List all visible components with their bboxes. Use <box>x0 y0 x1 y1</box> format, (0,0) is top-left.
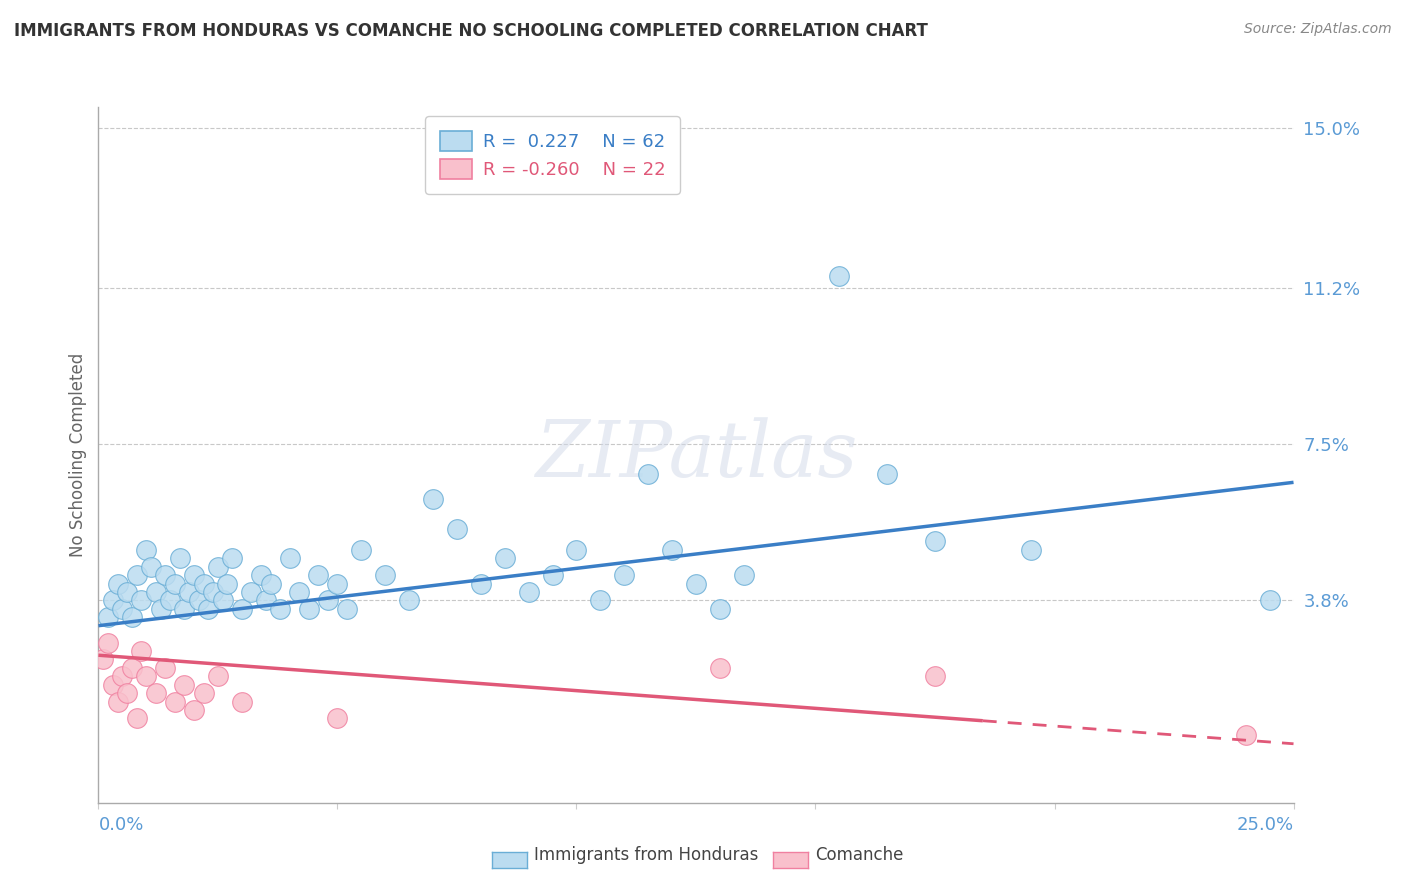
Point <box>211 593 233 607</box>
Point <box>924 534 946 549</box>
Point <box>145 686 167 700</box>
Point <box>374 568 396 582</box>
Point <box>924 669 946 683</box>
Point <box>135 669 157 683</box>
Point <box>240 585 263 599</box>
Point <box>316 593 339 607</box>
Point <box>541 568 564 582</box>
Point <box>288 585 311 599</box>
Point <box>250 568 273 582</box>
Point <box>207 669 229 683</box>
Point <box>661 542 683 557</box>
Legend: R =  0.227    N = 62, R = -0.260    N = 22: R = 0.227 N = 62, R = -0.260 N = 22 <box>425 116 681 194</box>
Point <box>131 593 153 607</box>
Point <box>115 585 138 599</box>
Text: ZIPatlas: ZIPatlas <box>534 417 858 493</box>
Point <box>197 602 219 616</box>
Point <box>1234 728 1257 742</box>
Point <box>155 568 177 582</box>
Point <box>101 593 124 607</box>
Point <box>107 695 129 709</box>
Point <box>107 576 129 591</box>
Point <box>159 593 181 607</box>
Point <box>139 559 162 574</box>
Point <box>183 568 205 582</box>
Point <box>125 711 148 725</box>
Point <box>101 678 124 692</box>
Point <box>565 542 588 557</box>
Point <box>298 602 321 616</box>
Point <box>613 568 636 582</box>
Text: Source: ZipAtlas.com: Source: ZipAtlas.com <box>1244 22 1392 37</box>
Y-axis label: No Schooling Completed: No Schooling Completed <box>69 353 87 557</box>
Point <box>115 686 138 700</box>
Point <box>1258 593 1281 607</box>
Point <box>111 602 134 616</box>
Point <box>470 576 492 591</box>
Point <box>131 644 153 658</box>
Point <box>259 576 281 591</box>
Point <box>685 576 707 591</box>
Text: 25.0%: 25.0% <box>1236 816 1294 834</box>
Point <box>207 559 229 574</box>
Point <box>494 551 516 566</box>
Point <box>231 695 253 709</box>
Point <box>202 585 225 599</box>
Point <box>125 568 148 582</box>
Point <box>517 585 540 599</box>
Point <box>163 576 186 591</box>
Point <box>91 652 114 666</box>
Point <box>145 585 167 599</box>
Point <box>709 602 731 616</box>
Point <box>217 576 239 591</box>
Point <box>254 593 277 607</box>
Point <box>193 576 215 591</box>
Point <box>135 542 157 557</box>
Point <box>173 678 195 692</box>
Point <box>221 551 243 566</box>
Point <box>173 602 195 616</box>
Point <box>876 467 898 481</box>
Point <box>1019 542 1042 557</box>
Point <box>307 568 329 582</box>
Point <box>97 635 120 649</box>
Point <box>446 522 468 536</box>
Point <box>589 593 612 607</box>
Text: 0.0%: 0.0% <box>98 816 143 834</box>
Point <box>163 695 186 709</box>
Point <box>733 568 755 582</box>
Point <box>97 610 120 624</box>
Point <box>336 602 359 616</box>
Text: Comanche: Comanche <box>815 847 904 864</box>
Point <box>269 602 291 616</box>
Point <box>709 661 731 675</box>
Point <box>828 268 851 283</box>
Point <box>350 542 373 557</box>
Point <box>121 661 143 675</box>
Point <box>637 467 659 481</box>
Text: Immigrants from Honduras: Immigrants from Honduras <box>534 847 759 864</box>
Text: IMMIGRANTS FROM HONDURAS VS COMANCHE NO SCHOOLING COMPLETED CORRELATION CHART: IMMIGRANTS FROM HONDURAS VS COMANCHE NO … <box>14 22 928 40</box>
Point <box>169 551 191 566</box>
Point <box>111 669 134 683</box>
Point <box>149 602 172 616</box>
Point <box>183 703 205 717</box>
Point <box>121 610 143 624</box>
Point <box>326 711 349 725</box>
Point <box>326 576 349 591</box>
Point <box>422 492 444 507</box>
Point <box>193 686 215 700</box>
Point <box>231 602 253 616</box>
Point <box>278 551 301 566</box>
Point <box>179 585 201 599</box>
Point <box>398 593 420 607</box>
Point <box>187 593 209 607</box>
Point <box>155 661 177 675</box>
